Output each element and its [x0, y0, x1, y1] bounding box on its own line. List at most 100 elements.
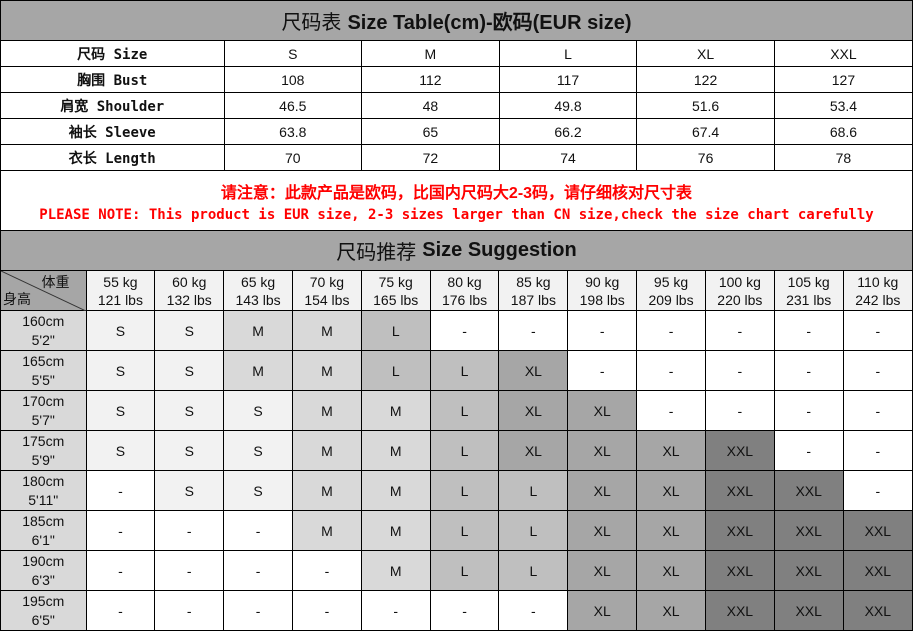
- height-header: 175cm 5'9": [1, 430, 87, 471]
- weight-kg: 90 kg: [585, 273, 620, 290]
- suggested-size-cell: M: [360, 550, 431, 591]
- weight-header: 60 kg 132 lbs: [154, 271, 225, 311]
- weight-lbs: 176 lbs: [441, 291, 488, 308]
- suggested-size-cell: -: [704, 390, 775, 431]
- weight-header-row: 体重 身高 55 kg 121 lbs 60 kg 132 lbs 65 kg 143 l…: [1, 271, 912, 311]
- size-table-row: 衣长 Length 70 72 74 76 78: [1, 144, 912, 171]
- suggested-size-cell: -: [704, 310, 775, 351]
- weight-kg: 100 kg: [718, 273, 761, 290]
- suggested-size-cell: -: [636, 310, 706, 351]
- diagonal-divider: [1, 271, 86, 311]
- weight-kg: 70 kg: [309, 273, 345, 290]
- height-header: 170cm 5'7": [1, 390, 87, 431]
- suggested-size-cell: XL: [567, 390, 638, 431]
- suggested-size-cell: XXL: [704, 550, 775, 591]
- suggested-size-cell: S: [223, 430, 293, 471]
- suggested-size-cell: -: [842, 390, 912, 431]
- height-row: 160cm 5'2" S S M M L - - - - - - -: [1, 310, 912, 351]
- weight-lbs: 132 lbs: [166, 291, 212, 308]
- title-en: Size Table(cm)-欧码(EUR size): [347, 12, 632, 34]
- suggested-size-cell: M: [291, 390, 362, 431]
- height-label: 身高: [3, 291, 31, 307]
- weight-kg: 95 kg: [653, 273, 689, 290]
- suggested-size-cell: -: [567, 350, 638, 391]
- size-value: S: [223, 41, 363, 67]
- suggested-size-cell: -: [223, 590, 293, 631]
- weight-lbs: 231 lbs: [786, 291, 832, 308]
- height-ft: 6'1": [31, 531, 55, 548]
- suggested-size-cell: -: [223, 510, 293, 551]
- suggested-size-cell: L: [429, 390, 500, 431]
- suggested-size-cell: XL: [567, 510, 638, 551]
- size-value: L: [498, 41, 638, 67]
- suggested-size-cell: -: [498, 310, 569, 351]
- suggested-size-cell: S: [154, 390, 225, 431]
- suggested-size-cell: M: [360, 470, 431, 511]
- suggested-size-cell: -: [291, 550, 362, 591]
- suggested-size-cell: -: [154, 510, 225, 551]
- height-cm: 190cm: [22, 552, 65, 569]
- size-value: M: [361, 41, 500, 67]
- weight-header: 95 kg 209 lbs: [636, 271, 706, 311]
- height-row: 190cm 6'3" - - - - M L L XL XL XXL XXL XXL: [1, 550, 912, 591]
- suggested-size-cell: -: [360, 590, 431, 631]
- suggested-size-cell: M: [223, 310, 293, 351]
- height-ft: 6'3": [31, 571, 55, 588]
- height-row: 175cm 5'9" S S S M M L XL XL XL XXL - -: [1, 430, 912, 471]
- suggested-size-cell: -: [773, 390, 844, 431]
- size-value: XL: [636, 41, 775, 67]
- size-note: 请注意：此款产品是欧码，比国内尺码大2-3码，请仔细核对尺寸表 PLEASE N…: [1, 171, 912, 231]
- suggested-size-cell: XL: [636, 550, 706, 591]
- suggested-size-cell: -: [223, 550, 293, 591]
- suggested-size-cell: -: [85, 590, 156, 631]
- row-label: 衣长 Length: [1, 144, 225, 171]
- suggested-size-cell: XL: [567, 430, 638, 471]
- note-cn: 请注意：此款产品是欧码，比国内尺码大2-3码，请仔细核对尺寸表: [220, 184, 693, 202]
- height-header: 195cm 6'5": [1, 590, 87, 631]
- row-label: 肩宽 Shoulder: [1, 92, 225, 119]
- height-row: 180cm 5'11" - S S M M L L XL XL XXL XXL -: [1, 470, 912, 511]
- weight-lbs: 165 lbs: [373, 291, 419, 308]
- suggested-size-cell: -: [85, 550, 156, 591]
- weight-header: 65 kg 143 lbs: [223, 271, 293, 311]
- suggested-size-cell: L: [429, 550, 500, 591]
- height-cm: 185cm: [22, 512, 65, 529]
- suggested-size-cell: S: [85, 430, 156, 471]
- suggested-size-cell: L: [360, 350, 431, 391]
- height-header: 165cm 5'5": [1, 350, 87, 391]
- size-table-row: 胸围 Bust 108 112 117 122 127: [1, 66, 912, 93]
- suggested-size-cell: XXL: [842, 510, 912, 551]
- weight-header: 55 kg 121 lbs: [85, 271, 156, 311]
- size-value: 65: [361, 118, 500, 145]
- weight-lbs: 154 lbs: [304, 291, 350, 308]
- weight-kg: 65 kg: [240, 273, 276, 290]
- suggested-size-cell: -: [842, 470, 912, 511]
- size-table-row: 肩宽 Shoulder 46.5 48 49.8 51.6 53.4: [1, 92, 912, 119]
- suggested-size-cell: M: [360, 430, 431, 471]
- suggested-size-cell: XXL: [704, 590, 775, 631]
- height-cm: 175cm: [22, 432, 65, 449]
- weight-lbs: 198 lbs: [579, 291, 625, 308]
- suggested-size-cell: L: [429, 430, 500, 471]
- suggested-size-cell: XXL: [773, 470, 844, 511]
- weight-header: 110 kg 242 lbs: [842, 271, 912, 311]
- suggested-size-cell: M: [360, 510, 431, 551]
- suggested-size-cell: XXL: [842, 550, 912, 591]
- row-label: 袖长 Sleeve: [1, 118, 225, 145]
- suggested-size-cell: L: [429, 470, 500, 511]
- size-value: 108: [223, 66, 363, 93]
- size-value: 112: [361, 66, 500, 93]
- height-ft: 5'5": [31, 371, 55, 388]
- size-table-row: 袖长 Sleeve 63.8 65 66.2 67.4 68.6: [1, 118, 912, 145]
- suggested-size-cell: -: [291, 590, 362, 631]
- height-ft: 5'11": [28, 491, 59, 508]
- weight-header: 90 kg 198 lbs: [567, 271, 638, 311]
- suggested-size-cell: -: [154, 550, 225, 591]
- height-ft: 5'7": [31, 411, 55, 428]
- suggested-size-cell: -: [842, 430, 912, 471]
- weight-kg: 55 kg: [103, 273, 138, 290]
- suggested-size-cell: XL: [636, 430, 706, 471]
- suggested-size-cell: XL: [567, 550, 638, 591]
- size-value: 74: [498, 144, 638, 171]
- suggested-size-cell: S: [85, 310, 156, 351]
